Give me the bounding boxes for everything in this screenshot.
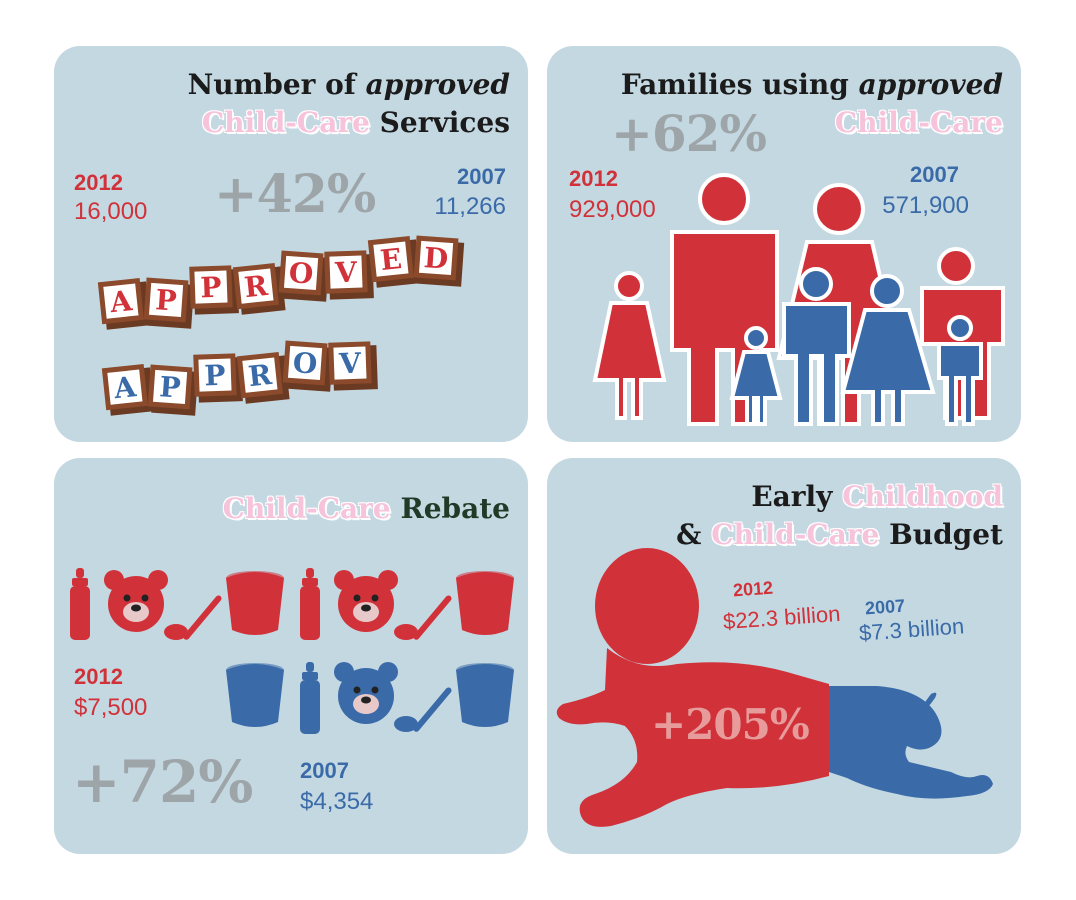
panel-rebate: Child-Care Rebate bbox=[54, 458, 528, 854]
panel3-year-2012: 2012 bbox=[74, 664, 123, 689]
block-letter: O bbox=[292, 346, 319, 381]
block-letter: R bbox=[243, 269, 270, 304]
panel3-title-rest: Rebate bbox=[400, 492, 510, 525]
bear-icon bbox=[334, 570, 398, 632]
panel2-change-percent: +62% bbox=[611, 104, 767, 163]
letter-block: A bbox=[97, 278, 151, 330]
baby-legs-blue bbox=[823, 686, 993, 799]
panel3-year-2007: 2007 bbox=[300, 758, 349, 783]
panel1-year-2012: 2012 bbox=[74, 170, 123, 195]
letter-block: V bbox=[324, 250, 374, 300]
panel2-value-2012: 929,000 bbox=[569, 196, 656, 223]
panel3-value-2007: $4,354 bbox=[300, 788, 374, 815]
panel3-change-percent: +72% bbox=[72, 748, 253, 816]
block-letter: A bbox=[111, 370, 138, 405]
block-letter: P bbox=[154, 283, 177, 317]
figure-girl-blue bbox=[840, 274, 936, 426]
figure-small-girl-blue bbox=[729, 326, 783, 426]
panel1-year-2007: 2007 bbox=[457, 164, 506, 189]
letter-block: R bbox=[236, 352, 290, 404]
alphabet-blocks: A P P R O V E DA P P R O V bbox=[97, 235, 465, 416]
block-letter: A bbox=[107, 284, 134, 319]
panel-budget: Early Childhood & Child-Care Budget +205… bbox=[547, 458, 1021, 854]
cup-icon bbox=[226, 571, 284, 635]
spoon-icon bbox=[164, 594, 223, 641]
letter-block: O bbox=[278, 250, 330, 302]
panel2-year-2012: 2012 bbox=[569, 166, 618, 191]
panel4-change-percent: +205% bbox=[651, 700, 810, 749]
panel1-title-em: approved bbox=[365, 68, 510, 101]
block-letter: E bbox=[379, 242, 404, 277]
letter-block: R bbox=[232, 263, 286, 315]
letter-block: P bbox=[147, 364, 199, 416]
bottle-icon bbox=[300, 662, 320, 734]
family-figures bbox=[592, 173, 1005, 426]
panel-families: Families using approved Child-Care +62% bbox=[547, 46, 1021, 442]
crawling-baby bbox=[556, 548, 993, 827]
panel2-value-2007: 571,900 bbox=[882, 192, 969, 219]
panel2-title: Families using approved Child-Care bbox=[621, 66, 1003, 142]
panel1-title-highlight: Child-Care bbox=[201, 106, 370, 139]
bottle-icon bbox=[70, 568, 90, 640]
panel1-value-2007: 11,266 bbox=[434, 193, 506, 220]
panel4-title-highlight2: Child-Care bbox=[711, 518, 880, 551]
panel-approved-services: Number of approved Child-Care Services 2… bbox=[54, 46, 528, 442]
letter-block: P bbox=[143, 277, 195, 329]
spoon-icon bbox=[394, 594, 453, 641]
panel2-year-2007: 2007 bbox=[910, 162, 959, 187]
panel1-change-percent: +42% bbox=[214, 164, 376, 225]
block-letter: P bbox=[204, 359, 226, 393]
bear-icon bbox=[334, 662, 398, 724]
panel2-title-highlight: Child-Care bbox=[834, 106, 1003, 139]
letter-block: O bbox=[282, 340, 334, 392]
panel4-title-rest: Budget bbox=[889, 518, 1003, 551]
panel1-title-text: Number of bbox=[187, 68, 356, 101]
block-letter: V bbox=[334, 256, 359, 290]
figure-small-boy-blue bbox=[937, 315, 983, 426]
block-letter: O bbox=[288, 256, 315, 291]
panel3-value-2012: $7,500 bbox=[74, 694, 148, 721]
baby-body-red bbox=[556, 548, 829, 827]
block-letter: P bbox=[200, 271, 222, 305]
block-letter: V bbox=[338, 347, 363, 381]
cup-icon bbox=[226, 663, 284, 727]
spoon-icon bbox=[394, 686, 453, 733]
panel3-title-highlight: Child-Care bbox=[222, 492, 391, 525]
cup-icon bbox=[456, 663, 514, 727]
letter-block: V bbox=[328, 341, 378, 391]
block-letter: D bbox=[423, 241, 450, 276]
bottle-icon bbox=[300, 568, 320, 640]
panel2-title-text: Families using bbox=[620, 68, 849, 101]
figure-girl-red bbox=[592, 271, 667, 420]
letter-block: A bbox=[101, 364, 155, 416]
letter-block: P bbox=[193, 353, 243, 403]
panel4-title: Early Childhood & Child-Care Budget bbox=[676, 478, 1003, 554]
block-letter: P bbox=[158, 370, 181, 404]
bear-icon bbox=[104, 570, 168, 632]
panel4-title-amp: & bbox=[676, 518, 702, 551]
rebate-icons-blue-row bbox=[226, 662, 514, 734]
panel3-title: Child-Care Rebate bbox=[223, 490, 510, 528]
rebate-icons-red-row bbox=[70, 568, 514, 641]
letter-block: P bbox=[189, 265, 239, 315]
letter-block: D bbox=[413, 235, 465, 287]
cup-icon bbox=[456, 571, 514, 635]
panel1-title-rest: Services bbox=[379, 106, 510, 139]
panel1-value-2012: 16,000 bbox=[74, 198, 148, 225]
block-letter: R bbox=[247, 358, 274, 393]
panel2-title-em: approved bbox=[858, 68, 1003, 101]
figure-boy-blue bbox=[782, 267, 851, 426]
panel4-year-2012: 2012 bbox=[732, 577, 774, 601]
panel1-title: Number of approved Child-Care Services bbox=[188, 66, 510, 142]
panel4-title-text: Early bbox=[751, 480, 833, 513]
panel4-title-highlight1: Childhood bbox=[842, 480, 1003, 513]
letter-block: E bbox=[367, 236, 421, 288]
